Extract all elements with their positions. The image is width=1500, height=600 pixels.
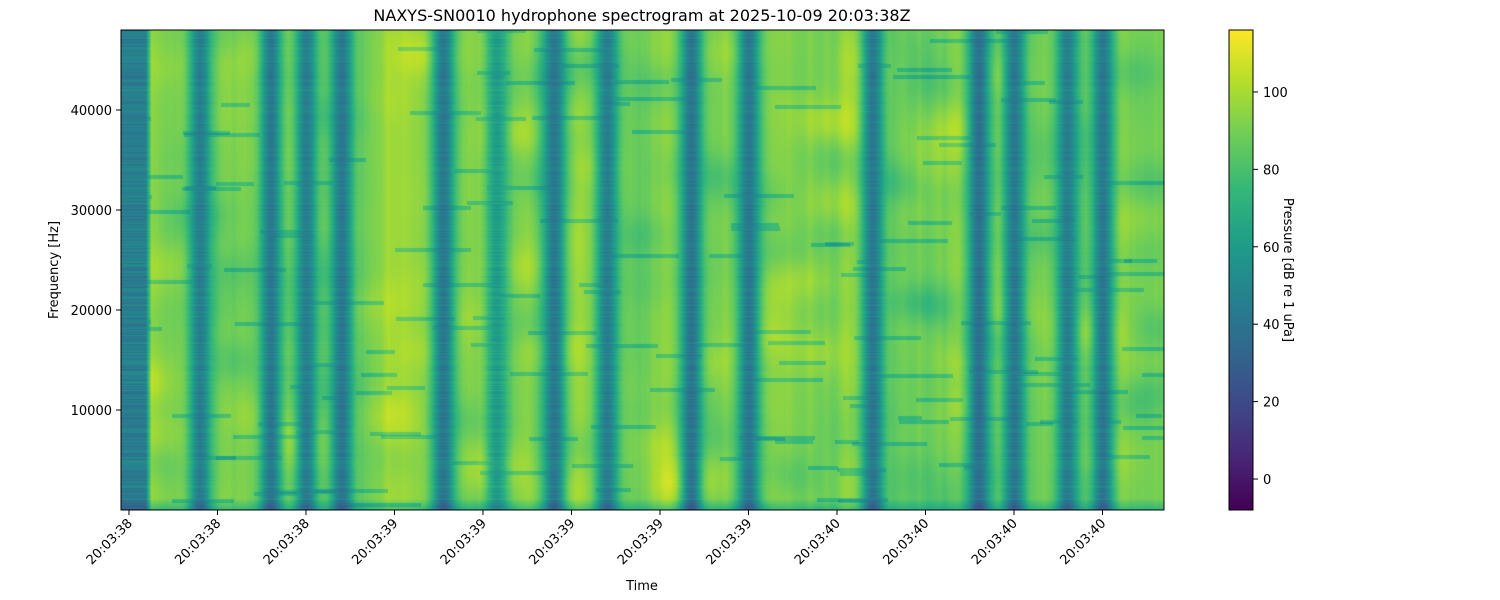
colorbar-frame xyxy=(1228,29,1254,511)
chart-title: NAXYS-SN0010 hydrophone spectrogram at 2… xyxy=(373,6,910,25)
x-tick-label: 20:03:39 xyxy=(615,516,667,568)
y-tick-label: 40000 xyxy=(71,104,112,119)
x-tick-label: 20:03:39 xyxy=(526,516,578,568)
x-tick-label: 20:03:40 xyxy=(1057,516,1109,568)
colorbar-label: Pressure [dB re 1 uPa] xyxy=(1280,198,1295,342)
x-tick-label: 20:03:40 xyxy=(880,516,932,568)
colorbar-tick-label: 20 xyxy=(1263,396,1280,411)
colorbar-tick-label: 40 xyxy=(1263,318,1280,333)
plot-frame xyxy=(120,29,1165,511)
x-tick-label: 20:03:39 xyxy=(349,516,401,568)
x-tick-label: 20:03:38 xyxy=(172,516,224,568)
x-tick-label: 20:03:40 xyxy=(792,516,844,568)
x-tick-label: 20:03:38 xyxy=(84,516,136,568)
x-tick-label: 20:03:39 xyxy=(438,516,490,568)
x-tick-label: 20:03:40 xyxy=(969,516,1021,568)
y-axis-label: Frequency [Hz] xyxy=(47,221,62,319)
colorbar xyxy=(1229,30,1253,510)
colorbar-tick-label: 0 xyxy=(1263,473,1271,488)
colorbar-tick-label: 60 xyxy=(1263,241,1280,256)
x-axis-label: Time xyxy=(625,579,658,594)
colorbar-tick-label: 80 xyxy=(1263,163,1280,178)
x-tick-label: 20:03:39 xyxy=(703,516,755,568)
colorbar-tick-label: 100 xyxy=(1263,86,1288,101)
x-tick-label: 20:03:38 xyxy=(261,516,313,568)
y-tick-label: 10000 xyxy=(71,404,112,419)
spectrogram-heatmap xyxy=(121,30,1164,510)
y-tick-label: 30000 xyxy=(71,204,112,219)
y-tick-label: 20000 xyxy=(71,304,112,319)
